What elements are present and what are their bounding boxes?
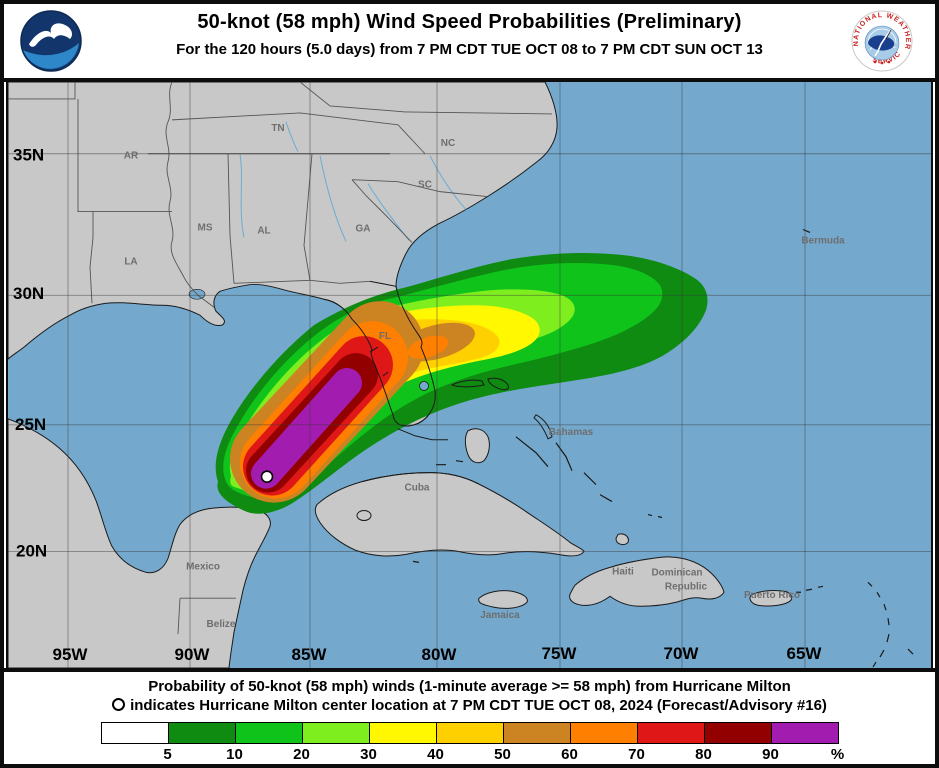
legend-threshold-label: 30 (360, 746, 377, 763)
noaa-logo-icon (20, 10, 82, 72)
legend-cell: 40 (369, 723, 444, 763)
map-label: Cuba (405, 483, 430, 494)
map-label: Puerto Rico (744, 590, 800, 601)
legend-threshold-label: 90 (762, 746, 779, 763)
legend-cell: 20 (235, 723, 310, 763)
map-label: 85W (292, 645, 327, 664)
cuba-north-coast (361, 472, 479, 485)
isle-of-youth (356, 510, 372, 522)
eleuthera (533, 414, 553, 440)
map-label: Jamaica (480, 610, 520, 621)
florida-keys (397, 428, 448, 441)
map: TN NC AR SC MS AL GA LA FL Bermuda Bahamas Cuba Mexi… (8, 82, 931, 668)
latitude-labels: 35N 30N 25N 20N (13, 146, 47, 561)
map-label: 90W (175, 645, 210, 664)
map-label: 75W (542, 644, 577, 663)
hurricane-center-marker (260, 470, 274, 483)
puerto-rico (749, 589, 793, 607)
footer-advisory-text: indicates Hurricane Milton center locati… (130, 697, 827, 714)
map-label: 20N (16, 541, 47, 560)
map-label: GA (356, 224, 371, 235)
map-label: Bermuda (801, 235, 845, 246)
map-label: 70W (664, 644, 699, 663)
map-label: LA (124, 256, 137, 267)
legend-cell: 10 (168, 723, 243, 763)
map-label: Belize (207, 619, 236, 630)
map-label: Dominican (651, 567, 702, 578)
legend-cell: 80 (637, 723, 712, 763)
legend-threshold-label: 40 (427, 746, 444, 763)
legend-cell: 50 (436, 723, 511, 763)
legend-threshold-label: 60 (561, 746, 578, 763)
legend-cell: 30 (302, 723, 377, 763)
andros-island (464, 428, 490, 464)
legend-threshold-label: 10 (226, 746, 243, 763)
map-label: Bahamas (549, 427, 594, 438)
hispaniola (569, 556, 725, 607)
map-label: NC (441, 138, 455, 149)
footer-description: Probability of 50-knot (58 mph) winds (1… (148, 678, 791, 695)
place-labels: TN NC AR SC MS AL GA LA FL Bermuda Bahamas Cuba Mexi… (124, 123, 845, 630)
legend-threshold-label: % (830, 746, 845, 763)
legend-cell: % (771, 723, 844, 763)
map-label: FL (379, 331, 391, 342)
legend-threshold-label: 80 (695, 746, 712, 763)
map-label: Mexico (186, 561, 220, 572)
florida-coast-outline (323, 286, 436, 427)
footer: Probability of 50-knot (58 mph) winds (1… (4, 668, 935, 763)
map-label: AL (257, 225, 270, 236)
wind-probability-cone (215, 253, 708, 514)
map-label: 80W (422, 645, 457, 664)
jamaica (478, 590, 528, 609)
legend-cell: 60 (503, 723, 578, 763)
map-label: Republic (665, 581, 708, 592)
nws-logo: NATIONAL WEATHER SERVICE (848, 5, 913, 77)
map-label: SC (418, 180, 432, 191)
page-subtitle: For the 120 hours (5.0 days) from 7 PM C… (176, 41, 763, 58)
map-container: TN NC AR SC MS AL GA LA FL Bermuda Bahamas Cuba Mexi… (6, 82, 933, 668)
map-label: AR (124, 151, 138, 162)
map-label: Haiti (612, 566, 634, 577)
longitude-labels: 95W 90W 85W 80W 75W 70W 65W (53, 644, 822, 664)
header: 50-knot (58 mph) Wind Speed Probabilitie… (4, 4, 935, 82)
abaco (487, 377, 509, 391)
graticule (8, 82, 931, 668)
legend-cell: 70 (570, 723, 645, 763)
map-label: 95W (53, 645, 88, 664)
small-islands (412, 228, 914, 668)
noaa-logo (20, 10, 82, 77)
footer-advisory-line: indicates Hurricane Milton center locati… (4, 696, 935, 715)
map-label: 35N (13, 146, 44, 165)
map-label: 30N (13, 284, 44, 303)
legend-cell: 90 (704, 723, 779, 763)
map-label: 25N (15, 415, 46, 434)
legend-cell: 5 (101, 723, 172, 763)
inagua (615, 533, 629, 545)
probability-color-scale: 5 10 20 30 40 50 60 70 80 90% (100, 722, 844, 763)
legend-threshold-label: 70 (628, 746, 645, 763)
map-label: 65W (787, 644, 822, 663)
map-label: TN (271, 123, 284, 134)
cone-band-60-70-florida (407, 335, 449, 359)
center-marker-icon (112, 698, 126, 711)
page-title: 50-knot (58 mph) Wind Speed Probabilitie… (197, 11, 742, 33)
mexico-yucatan (8, 418, 271, 668)
cone-band-90-plus (251, 368, 362, 489)
coastline-overlays (323, 280, 553, 485)
lake-okeechobee (419, 381, 429, 391)
map-label: MS (198, 223, 213, 234)
legend-threshold-label: 5 (163, 746, 172, 763)
legend-threshold-label: 50 (494, 746, 511, 763)
legend-threshold-label: 20 (293, 746, 310, 763)
grand-bahama (450, 379, 485, 388)
header-titles: 50-knot (58 mph) Wind Speed Probabilitie… (4, 11, 935, 58)
nws-logo-icon: NATIONAL WEATHER SERVICE (848, 5, 913, 72)
